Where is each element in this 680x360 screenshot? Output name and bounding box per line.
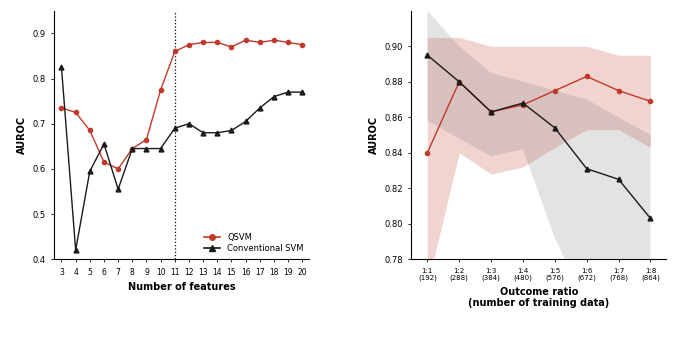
X-axis label: Outcome ratio
(number of training data): Outcome ratio (number of training data) bbox=[469, 287, 609, 308]
Y-axis label: AUROC: AUROC bbox=[17, 116, 27, 154]
Y-axis label: AUROC: AUROC bbox=[369, 116, 379, 154]
Legend: QSVM, Conventional SVM: QSVM, Conventional SVM bbox=[202, 231, 305, 255]
X-axis label: Number of features: Number of features bbox=[128, 282, 236, 292]
